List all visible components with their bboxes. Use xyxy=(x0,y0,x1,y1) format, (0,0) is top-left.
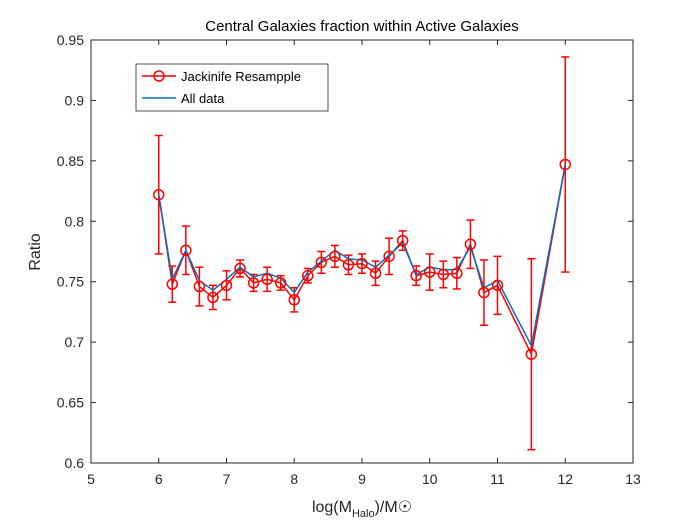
x-axis-label-subscript: Halo xyxy=(352,508,375,520)
data-point-jackknife xyxy=(396,234,409,247)
data-point-jackknife xyxy=(437,268,450,281)
y-tick-label: 0.95 xyxy=(57,32,84,48)
y-tick-label: 0.7 xyxy=(65,334,85,350)
data-point-jackknife xyxy=(207,291,219,304)
data-point-jackknife xyxy=(424,266,436,278)
x-tick-label: 11 xyxy=(490,471,505,487)
x-tick-label: 10 xyxy=(422,471,438,487)
x-tick-label: 8 xyxy=(290,471,298,487)
data-point-jackknife xyxy=(342,259,355,271)
data-point-jackknife xyxy=(451,267,463,280)
y-axis: 0.6 0.65 0.7 0.75 0.8 0.85 0.9 0.95 xyxy=(57,32,633,471)
data-point-jackknife xyxy=(559,158,571,171)
legend: Jackinife Resampple All data xyxy=(135,63,329,112)
x-axis-label-main: log(M xyxy=(312,499,352,516)
data-point-jackknife xyxy=(193,280,206,293)
error-bar xyxy=(561,56,570,273)
x-tick-label: 13 xyxy=(625,471,641,487)
data-point-jackknife xyxy=(478,286,490,299)
data-point-jackknife xyxy=(369,267,382,280)
y-tick-label: 0.85 xyxy=(57,153,84,169)
data-point-jackknife xyxy=(153,188,165,201)
data-point-jackknife xyxy=(166,278,179,290)
data-point-jackknife xyxy=(525,348,538,360)
y-tick-label: 0.9 xyxy=(65,92,85,108)
legend-label-jackknife: Jackinife Resampple xyxy=(181,69,301,84)
x-axis-label: log(MHalo)/M☉ xyxy=(312,499,412,520)
series-line-all-data xyxy=(158,164,566,349)
data-point-jackknife xyxy=(464,238,477,250)
x-tick-label: 12 xyxy=(557,471,573,487)
legend-label-all-data: All data xyxy=(181,91,225,106)
data-point-jackknife xyxy=(261,273,273,286)
data-point-jackknife xyxy=(383,250,395,263)
y-tick-label: 0.75 xyxy=(57,274,84,290)
plot-frame xyxy=(90,39,634,464)
data-point-jackknife xyxy=(302,269,314,282)
y-axis-label: Ratio xyxy=(27,233,44,270)
y-tick-label: 0.8 xyxy=(65,213,85,229)
data-point-jackknife xyxy=(356,257,368,270)
legend-swatch-jackknife-marker xyxy=(153,70,165,82)
x-tick-label: 6 xyxy=(155,471,163,487)
data-point-jackknife xyxy=(315,256,328,269)
data-point-jackknife xyxy=(410,269,422,282)
data-point-jackknife xyxy=(220,279,233,292)
x-axis-label-suffix: )/M☉ xyxy=(375,499,412,516)
data-layer xyxy=(153,56,571,451)
x-tick-label: 5 xyxy=(87,471,95,487)
data-point-jackknife xyxy=(234,262,246,275)
data-point-jackknife xyxy=(329,250,341,263)
data-point-jackknife xyxy=(247,277,260,289)
data-point-jackknife xyxy=(180,244,192,257)
y-tick-label: 0.65 xyxy=(57,395,84,411)
chart-title: Central Galaxies fraction within Active … xyxy=(205,18,518,35)
data-point-jackknife xyxy=(491,279,504,292)
x-tick-label: 7 xyxy=(223,471,231,487)
data-point-jackknife xyxy=(288,294,300,306)
x-axis: 5 6 7 8 9 10 11 12 13 xyxy=(87,40,641,487)
data-point-jackknife xyxy=(274,277,287,289)
y-tick-label: 0.6 xyxy=(65,455,85,471)
x-tick-label: 9 xyxy=(358,471,366,487)
legend-box xyxy=(135,63,329,112)
